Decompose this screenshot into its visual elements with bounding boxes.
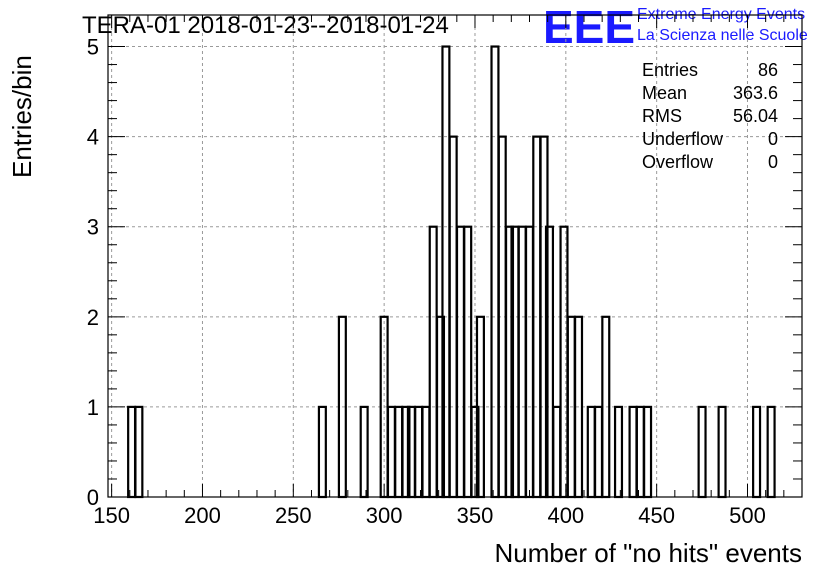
stats-box: Entries 86 Mean 363.6 RMS 56.04 Underflow 0 Over… [642, 60, 778, 172]
histogram-bin [643, 405, 653, 499]
histogram-bin [752, 405, 762, 499]
histogram-bin [635, 405, 645, 499]
axes [107, 14, 803, 498]
logo-line-2: La Scienza nelle Scuole [637, 27, 808, 44]
logo-mark: EEE [543, 1, 635, 53]
tick-labels: 150 200 250 300 350 400 450 500 0 1 2 3 4 5 [87, 35, 766, 528]
histogram-bin [455, 225, 466, 499]
histogram-bin [386, 405, 396, 499]
histogram-bin [552, 405, 562, 499]
histogram-bin [421, 405, 431, 499]
y-tick-label: 4 [87, 125, 99, 150]
histogram-bin [394, 405, 404, 499]
histogram-bin [127, 405, 137, 499]
histogram-bin [601, 315, 611, 499]
grid-lines [108, 15, 802, 498]
chart-title: TERA-01 2018-01-23--2018-01-24 [82, 12, 449, 39]
histogram-bin [441, 45, 451, 499]
x-tick-label: 400 [547, 503, 584, 528]
histogram-bin [766, 405, 776, 499]
histogram-bin [414, 405, 424, 499]
x-tick-label: 350 [457, 503, 494, 528]
stats-value: 0 [768, 152, 778, 172]
stats-label: Overflow [642, 152, 714, 172]
histogram-bin [428, 225, 438, 499]
histogram-bin [134, 405, 144, 499]
histogram-bin [593, 405, 604, 499]
x-tick-label: 450 [638, 503, 675, 528]
y-tick-label: 0 [87, 485, 99, 510]
stats-label: Underflow [642, 129, 724, 149]
histogram-bin [448, 135, 458, 499]
histogram-bin [490, 45, 500, 499]
x-tick-label: 150 [93, 503, 130, 528]
x-tick-label: 300 [366, 503, 403, 528]
stats-label: RMS [642, 106, 682, 126]
stats-value: 56.04 [733, 106, 778, 126]
histogram-bin [613, 405, 624, 499]
y-axis-label: Entries/bin [7, 55, 37, 178]
x-tick-label: 500 [729, 503, 766, 528]
y-tick-label: 1 [87, 395, 99, 420]
histogram-bin [717, 405, 727, 499]
y-tick-label: 3 [87, 215, 99, 240]
histogram-bin [628, 405, 638, 499]
plot-frame [107, 14, 803, 498]
histogram-bin [497, 135, 507, 499]
x-tick-label: 200 [184, 503, 221, 528]
histogram-bin [359, 405, 369, 499]
y-tick-label: 5 [87, 35, 99, 60]
histogram-bin [697, 405, 707, 499]
histogram-bin [406, 405, 416, 499]
histogram-bin [544, 225, 555, 499]
stats-label: Entries [642, 60, 698, 80]
histogram-bin [317, 405, 327, 499]
stats-value: 363.6 [733, 83, 778, 103]
x-axis-label: Number of "no hits" events [495, 538, 803, 568]
histogram-bin [463, 225, 473, 499]
x-tick-label: 250 [275, 503, 312, 528]
histogram-bin [517, 225, 527, 499]
stats-label: Mean [642, 83, 687, 103]
histogram-bin [510, 225, 520, 499]
eee-logo: EEE Extreme Energy Events La Scienza nel… [543, 1, 808, 53]
histogram-bin [559, 225, 569, 499]
histogram-bin [524, 225, 535, 499]
y-tick-label: 2 [87, 305, 99, 330]
stats-value: 0 [768, 129, 778, 149]
stats-value: 86 [758, 60, 778, 80]
histogram-bin [586, 405, 596, 499]
